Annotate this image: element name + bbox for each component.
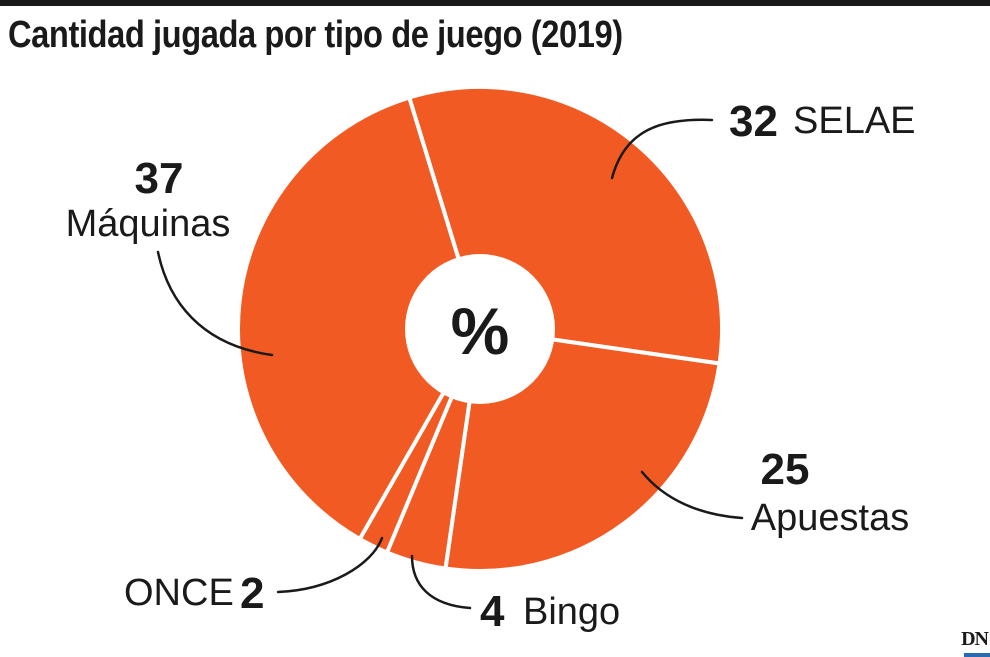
value-label-maquinas: 37 [135,154,184,203]
category-label-selae: SELAE [793,100,916,142]
logo-accent-bar [964,653,990,657]
center-percent-label: % [451,294,510,368]
leader-line-selae [610,118,714,180]
category-label-bingo: Bingo [523,591,620,633]
value-label-once: 2 [240,569,264,618]
value-label-apuestas: 25 [761,445,810,494]
top-rule [0,0,990,6]
leader-line-once [276,536,384,594]
donut-hole [405,254,555,404]
chart-title: Cantidad jugada por tipo de juego (2019) [8,14,623,56]
leader-line-bingo [410,554,472,610]
pie-slice-maquinas [235,95,482,541]
value-label-selae: 32 [729,97,778,146]
category-label-apuestas: Apuestas [751,497,909,539]
value-label-bingo: 4 [480,587,505,636]
category-label-once: ONCE [124,572,234,614]
leader-line-apuestas [640,470,744,520]
leader-line-maquinas [156,250,274,357]
category-label-maquinas: Máquinas [66,203,231,245]
publisher-logo: DN [961,628,989,650]
